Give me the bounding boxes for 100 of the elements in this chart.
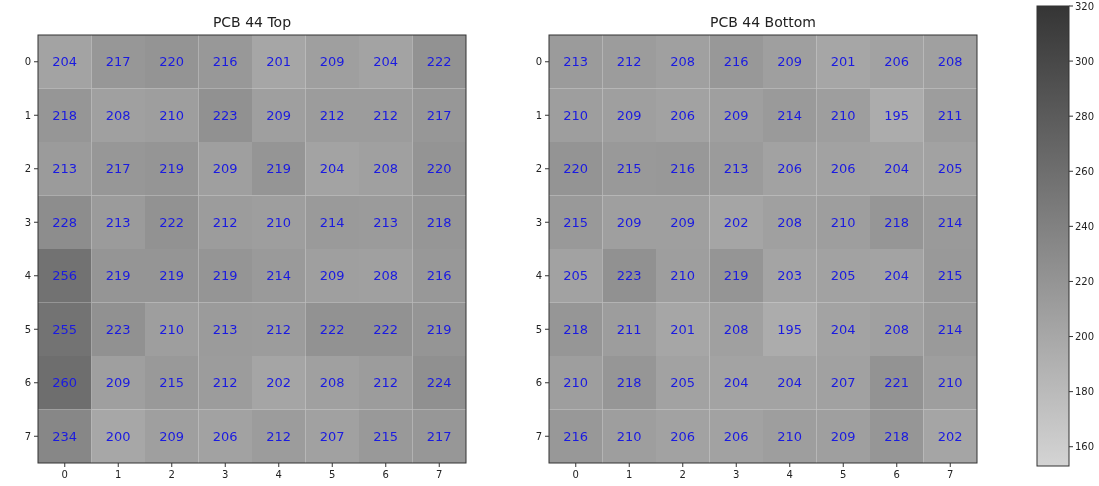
data-label: 220	[159, 54, 185, 70]
data-label: 206	[670, 428, 696, 444]
data-label: 217	[105, 54, 131, 70]
data-label: 222	[159, 214, 185, 230]
data-label: 217	[105, 161, 131, 177]
data-label: 212	[212, 375, 238, 391]
data-label: 207	[319, 428, 345, 444]
x-tick-label: 6	[893, 469, 900, 480]
data-label: 212	[319, 107, 345, 123]
data-label: 208	[670, 54, 696, 70]
data-label: 208	[373, 268, 399, 284]
data-label: 224	[426, 375, 452, 391]
data-label: 219	[426, 321, 452, 337]
x-tick-label: 4	[275, 469, 282, 480]
data-label: 206	[723, 428, 749, 444]
y-tick-label: 5	[535, 323, 542, 335]
data-label: 211	[937, 107, 963, 123]
data-label: 208	[319, 375, 345, 391]
data-label: 206	[884, 54, 910, 70]
y-tick-label: 6	[535, 377, 542, 389]
data-label: 218	[616, 375, 642, 391]
data-label: 201	[830, 54, 856, 70]
data-label: 213	[563, 54, 589, 70]
data-label: 212	[266, 321, 292, 337]
y-tick-label: 6	[24, 377, 31, 389]
y-tick-label: 3	[24, 216, 31, 228]
data-label: 209	[723, 107, 749, 123]
data-label: 218	[426, 214, 452, 230]
data-label: 215	[563, 214, 589, 230]
data-label: 214	[777, 107, 803, 123]
data-label: 215	[373, 428, 399, 444]
x-tick-label: 7	[436, 469, 443, 480]
data-label: 204	[52, 54, 78, 70]
data-label: 214	[319, 214, 345, 230]
color-bar-label: 300	[1075, 55, 1095, 67]
y-tick-label: 1	[535, 109, 542, 121]
data-label: 205	[937, 161, 963, 177]
data-label: 218	[52, 107, 78, 123]
x-tick-label: 0	[61, 469, 68, 480]
data-label: 204	[830, 321, 856, 337]
data-label: 204	[723, 375, 749, 391]
data-label: 210	[266, 214, 292, 230]
y-tick-label: 2	[24, 163, 31, 175]
data-label: 205	[563, 268, 589, 284]
data-label: 204	[884, 161, 910, 177]
data-label: 206	[830, 161, 856, 177]
y-tick-label: 0	[535, 56, 542, 68]
data-label: 219	[266, 161, 292, 177]
y-tick-label: 0	[24, 56, 31, 68]
data-label: 206	[777, 161, 803, 177]
data-label: 208	[373, 161, 399, 177]
data-label: 195	[884, 107, 910, 123]
x-tick-label: 1	[115, 469, 122, 480]
data-label: 219	[212, 268, 238, 284]
data-label: 209	[266, 107, 292, 123]
y-tick-label: 5	[24, 323, 31, 335]
data-label: 208	[105, 107, 131, 123]
data-label: 223	[105, 321, 131, 337]
color-bar-label: 280	[1075, 110, 1095, 122]
data-label: 215	[616, 161, 642, 177]
data-label: 216	[670, 161, 696, 177]
x-tick-label: 6	[382, 469, 389, 480]
data-label: 217	[426, 428, 452, 444]
color-bar-label: 180	[1075, 386, 1095, 398]
data-label: 212	[266, 428, 292, 444]
data-label: 222	[319, 321, 345, 337]
data-label: 209	[105, 375, 131, 391]
data-label: 201	[670, 321, 696, 337]
data-label: 210	[830, 214, 856, 230]
data-label: 222	[373, 321, 399, 337]
data-label: 200	[105, 428, 131, 444]
data-label: 209	[319, 54, 345, 70]
data-label: 219	[159, 268, 185, 284]
x-tick-label: 2	[168, 469, 175, 480]
data-label: 209	[159, 428, 185, 444]
data-label: 207	[830, 375, 856, 391]
y-tick-label: 1	[24, 109, 31, 121]
data-label: 202	[723, 214, 749, 230]
data-label: 208	[884, 321, 910, 337]
color-bar-label: 160	[1075, 441, 1095, 453]
data-label: 216	[212, 54, 238, 70]
data-label: 208	[723, 321, 749, 337]
data-label: 217	[426, 107, 452, 123]
x-tick-label: 0	[572, 469, 579, 480]
y-tick-label: 4	[535, 270, 542, 282]
x-tick-label: 7	[947, 469, 954, 480]
data-label: 213	[212, 321, 238, 337]
data-label: 209	[830, 428, 856, 444]
data-label: 221	[884, 375, 910, 391]
data-label: 216	[563, 428, 589, 444]
data-label: 214	[266, 268, 292, 284]
data-label: 260	[52, 375, 78, 391]
color-bar-label: 240	[1075, 220, 1095, 232]
y-tick-label: 4	[24, 270, 31, 282]
data-label: 219	[723, 268, 749, 284]
data-label: 210	[563, 107, 589, 123]
data-label: 212	[212, 214, 238, 230]
x-tick-label: 5	[840, 469, 847, 480]
data-label: 201	[266, 54, 292, 70]
data-label: 223	[212, 107, 238, 123]
